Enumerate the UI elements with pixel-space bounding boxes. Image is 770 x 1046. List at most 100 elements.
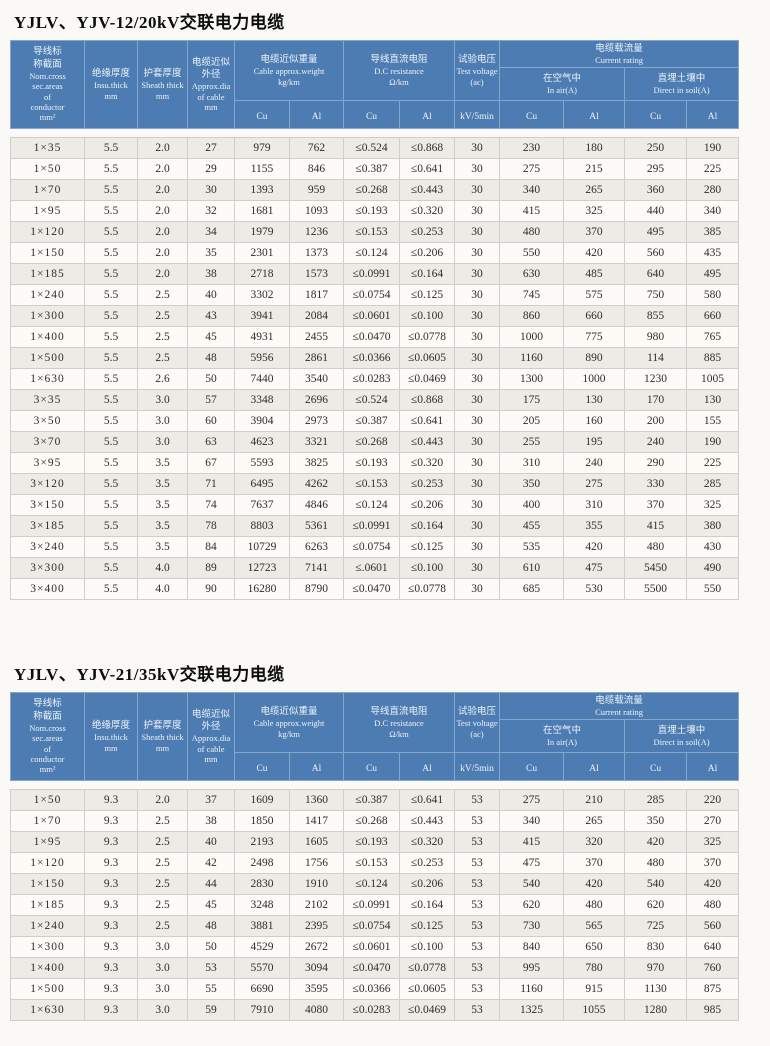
- group-header-in-soil: 直埋土壤中 Direct in soil(A): [624, 67, 740, 101]
- cell-test-voltage: 30: [454, 494, 500, 516]
- table1-title: YJLV、YJV-12/20kV交联电力电缆: [14, 13, 285, 32]
- cell-soil-cu: 830: [624, 936, 687, 958]
- cell-air-al: 310: [563, 494, 625, 516]
- dc-resistance-label-zh: 导线直流电阻: [370, 53, 428, 65]
- cell-dc-cu: ≤0.387: [343, 410, 400, 432]
- cell-soil-cu: 350: [624, 810, 687, 832]
- cell-approx-dia: 30: [187, 179, 235, 201]
- in-air-label-zh: 在空气中: [543, 72, 582, 84]
- cell-air-cu: 610: [499, 557, 564, 579]
- cell-insu-thick: 9.3: [84, 789, 138, 811]
- cell-test-voltage: 53: [454, 831, 500, 853]
- cell-spec: 1×185: [10, 263, 85, 285]
- cell-air-cu: 275: [499, 789, 564, 811]
- cell-air-al: 480: [563, 894, 625, 916]
- cell-insu-thick: 5.5: [84, 515, 138, 537]
- cell-approx-dia: 50: [187, 936, 235, 958]
- cell-weight-al: 1573: [289, 263, 344, 285]
- cell-weight-al: 2696: [289, 389, 344, 411]
- group-header-in-soil: 直埋土壤中 Direct in soil(A): [624, 719, 740, 753]
- cell-soil-al: 225: [686, 452, 739, 474]
- cell-dc-cu: ≤0.0283: [343, 368, 400, 390]
- cell-air-cu: 230: [499, 137, 564, 159]
- cell-weight-al: 1093: [289, 200, 344, 222]
- cell-spec: 3×120: [10, 473, 85, 495]
- cell-air-al: 265: [563, 179, 625, 201]
- cell-dc-cu: ≤0.0601: [343, 936, 400, 958]
- cell-insu-thick: 9.3: [84, 999, 138, 1021]
- cell-soil-al: 190: [686, 137, 739, 159]
- cell-soil-al: 155: [686, 410, 739, 432]
- col-header-conductor-area: 导线标 称截面 Nom.cross sec.areas of conductor…: [10, 40, 85, 129]
- cell-air-al: 1000: [563, 368, 625, 390]
- col-header-air-cu: Cu: [499, 100, 565, 129]
- cell-insu-thick: 5.5: [84, 368, 138, 390]
- col-header-dc-cu: Cu: [343, 100, 401, 129]
- cell-soil-al: 325: [686, 831, 739, 853]
- insulation-label-zh: 绝缘厚度: [91, 67, 130, 79]
- cell-air-cu: 1300: [499, 368, 564, 390]
- cell-air-cu: 995: [499, 957, 564, 979]
- cell-test-voltage: 30: [454, 242, 500, 264]
- cell-air-cu: 415: [499, 831, 564, 853]
- cell-test-voltage: 30: [454, 284, 500, 306]
- cell-insu-thick: 5.5: [84, 242, 138, 264]
- cell-spec: 1×400: [10, 957, 85, 979]
- cell-air-al: 780: [563, 957, 625, 979]
- cell-soil-al: 560: [686, 915, 739, 937]
- cell-dc-al: ≤0.0778: [399, 326, 455, 348]
- cell-air-al: 420: [563, 242, 625, 264]
- cell-sheath-thick: 3.0: [137, 978, 188, 1000]
- in-soil-label-en: Direct in soil(A): [653, 84, 710, 95]
- cell-air-cu: 350: [499, 473, 564, 495]
- cell-weight-cu: 979: [234, 137, 290, 159]
- cell-soil-al: 225: [686, 158, 739, 180]
- cell-insu-thick: 5.5: [84, 326, 138, 348]
- cell-air-cu: 745: [499, 284, 564, 306]
- cell-air-cu: 415: [499, 200, 564, 222]
- weight-label-en: Cable approx.weight kg/km: [253, 66, 325, 87]
- cell-soil-al: 1005: [686, 368, 739, 390]
- table-row: 1×120 5.5 2.0 34 1979 1236 ≤0.153 ≤0.253…: [10, 221, 739, 243]
- cell-insu-thick: 5.5: [84, 410, 138, 432]
- cell-soil-al: 280: [686, 179, 739, 201]
- cell-soil-al: 220: [686, 789, 739, 811]
- cell-insu-thick: 5.5: [84, 305, 138, 327]
- cell-air-al: 160: [563, 410, 625, 432]
- cell-dc-al: ≤0.443: [399, 810, 455, 832]
- cell-weight-cu: 1609: [234, 789, 290, 811]
- cell-air-al: 485: [563, 263, 625, 285]
- cell-soil-cu: 1280: [624, 999, 687, 1021]
- cell-soil-al: 130: [686, 389, 739, 411]
- table-row: 1×185 5.5 2.0 38 2718 1573 ≤0.0991 ≤0.16…: [10, 263, 739, 285]
- cell-air-al: 420: [563, 873, 625, 895]
- cell-spec: 1×500: [10, 347, 85, 369]
- col-header-voltage-unit: kV/5min: [454, 100, 501, 129]
- cell-insu-thick: 5.5: [84, 431, 138, 453]
- cell-air-al: 195: [563, 431, 625, 453]
- cell-test-voltage: 30: [454, 137, 500, 159]
- cell-approx-dia: 50: [187, 368, 235, 390]
- cell-approx-dia: 32: [187, 200, 235, 222]
- cell-approx-dia: 48: [187, 915, 235, 937]
- cell-approx-dia: 89: [187, 557, 235, 579]
- cell-test-voltage: 53: [454, 915, 500, 937]
- cell-test-voltage: 30: [454, 263, 500, 285]
- group-header-in-air: 在空气中 In air(A): [499, 719, 626, 753]
- cell-dc-cu: ≤0.0754: [343, 536, 400, 558]
- cell-weight-cu: 6690: [234, 978, 290, 1000]
- cell-weight-cu: 7440: [234, 368, 290, 390]
- table-row: 1×95 5.5 2.0 32 1681 1093 ≤0.193 ≤0.320 …: [10, 200, 739, 222]
- cell-test-voltage: 30: [454, 305, 500, 327]
- dc-resistance-label-en: D.C resistance Ω/km: [374, 66, 424, 87]
- in-air-label-en: In air(A): [547, 84, 578, 95]
- group-header-cable-weight: 电缆近似重量 Cable approx.weight kg/km: [233, 40, 345, 101]
- cell-weight-al: 1910: [289, 873, 344, 895]
- cell-sheath-thick: 2.5: [137, 831, 188, 853]
- cell-approx-dia: 27: [187, 137, 235, 159]
- cell-weight-cu: 1393: [234, 179, 290, 201]
- cell-approx-dia: 34: [187, 221, 235, 243]
- cell-air-cu: 1160: [499, 978, 564, 1000]
- col-header-soil-al: Al: [686, 100, 740, 129]
- col-header-voltage-unit: kV/5min: [454, 752, 501, 781]
